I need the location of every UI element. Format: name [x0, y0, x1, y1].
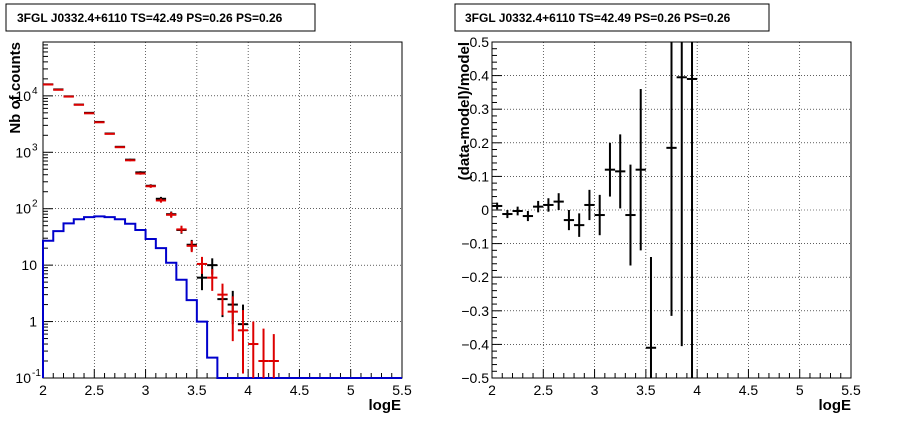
residual-point [615, 134, 626, 209]
model-point [217, 283, 228, 316]
residual-point [522, 211, 534, 222]
residual-point [563, 210, 575, 231]
y-tick-label: −0.3 [461, 303, 489, 319]
y-tick-label: 0.3 [470, 101, 490, 117]
y-tick-exponent: -1 [32, 368, 41, 379]
x-tick-label: 3.5 [187, 382, 207, 398]
y-tick-label: 10 [15, 370, 31, 386]
y-tick-label: 0.2 [470, 135, 490, 151]
y-tick-label: 0 [481, 202, 489, 218]
source-model-step-line [42, 215, 402, 379]
right-x-axis-title: logE [819, 397, 852, 414]
model-point [268, 334, 279, 378]
y-tick-label: 10 [15, 201, 31, 217]
residual-point [512, 206, 523, 216]
model-point [53, 88, 64, 91]
y-tick-label: 10 [21, 257, 37, 273]
left-marks [42, 83, 402, 379]
x-tick-label: 4.5 [739, 382, 759, 398]
x-tick-label: 5 [796, 382, 804, 398]
model-point [73, 103, 85, 106]
residual-point [676, 42, 687, 347]
model-point [84, 112, 95, 115]
model-point [196, 256, 208, 274]
x-tick-label: 3 [142, 382, 150, 398]
y-tick-label: 0.4 [470, 68, 490, 84]
model-point [125, 159, 136, 162]
x-tick-label: 3 [591, 382, 599, 398]
model-point [104, 132, 115, 135]
y-tick-exponent: 3 [32, 142, 38, 153]
left-chart-title: 3FGL J0332.4+6110 TS=42.49 PS=0.26 PS=0.… [17, 11, 283, 25]
y-tick-label: −0.1 [461, 236, 489, 252]
model-point [94, 121, 105, 124]
residual-point [502, 210, 513, 219]
y-tick-label: 1 [29, 314, 37, 330]
residual-point [666, 42, 677, 316]
model-point [166, 212, 177, 218]
right-chart-title: 3FGL J0332.4+6110 TS=42.49 PS=0.26 PS=0.… [465, 11, 731, 25]
model-point [176, 225, 187, 234]
right-marks [492, 42, 698, 378]
residual-point [604, 142, 616, 197]
left-plot-frame [42, 41, 403, 379]
model-point [155, 198, 167, 203]
residual-point [686, 42, 698, 378]
model-point [43, 83, 54, 86]
x-tick-label: 5.5 [841, 382, 861, 398]
y-tick-label: −0.4 [461, 336, 489, 352]
x-tick-label: 5.5 [392, 382, 412, 398]
x-tick-label: 2 [39, 382, 47, 398]
right-panel: 3FGL J0332.4+6110 TS=42.49 PS=0.26 PS=0.… [454, 3, 861, 414]
x-tick-label: 4 [244, 382, 252, 398]
model-point [63, 95, 74, 98]
right-grid [492, 42, 851, 378]
model-point [135, 172, 146, 175]
right-ticks: 2 2.5 3 3.5 4 4.5 5 5.5 −0.5 −0.4 −0.3 −0.2 −0.1 0 0.1… [461, 34, 861, 398]
x-tick-label: 5 [347, 382, 355, 398]
y-tick-label: 10 [15, 144, 31, 160]
x-tick-label: 2.5 [534, 382, 554, 398]
residual-point [594, 194, 605, 236]
left-grid [43, 42, 402, 378]
residual-point [584, 189, 595, 221]
y-tick-exponent: 4 [32, 86, 38, 97]
x-tick-label: 2 [488, 382, 496, 398]
y-tick-label: 0.5 [470, 34, 490, 50]
y-tick-label: 10 [15, 88, 31, 104]
x-tick-label: 4.5 [290, 382, 310, 398]
residual-point [574, 213, 585, 237]
residual-point [625, 164, 636, 266]
left-x-axis-title: logE [369, 397, 402, 414]
y-tick-label: −0.2 [461, 269, 489, 285]
residual-point [645, 257, 657, 378]
y-tick-label: −0.5 [461, 370, 489, 386]
model-point [207, 269, 218, 291]
model-point [237, 310, 249, 374]
residual-point [492, 202, 503, 210]
y-tick-label: 0.1 [470, 168, 490, 184]
residual-point [543, 198, 554, 212]
x-tick-label: 4 [693, 382, 701, 398]
x-tick-label: 3.5 [636, 382, 656, 398]
y-tick-exponent: 2 [32, 199, 38, 210]
model-point [248, 321, 259, 378]
model-point [227, 296, 238, 342]
model-point [145, 184, 156, 188]
model-point [186, 240, 197, 253]
left-y-axis-title: Nb of counts [7, 42, 24, 134]
residual-point [553, 193, 564, 210]
residual-point [533, 200, 544, 213]
left-panel: 3FGL J0332.4+6110 TS=42.49 PS=0.26 PS=0.… [5, 3, 412, 414]
x-tick-label: 2.5 [85, 382, 105, 398]
right-title-box [454, 3, 770, 32]
left-title-box [5, 3, 316, 32]
residual-point [635, 89, 646, 251]
right-y-axis-title: (data-model)/model [456, 42, 473, 180]
model-point [258, 328, 269, 378]
model-point [114, 146, 126, 149]
